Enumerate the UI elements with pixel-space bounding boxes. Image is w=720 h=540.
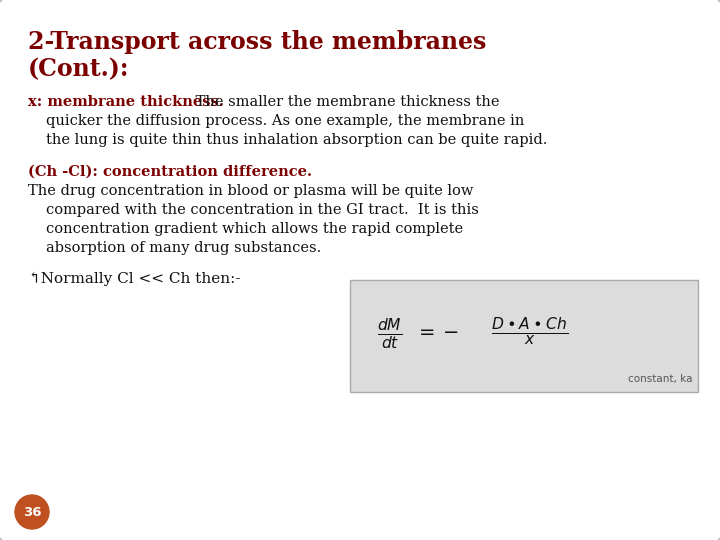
Text: The smaller the membrane thickness the: The smaller the membrane thickness the bbox=[191, 95, 500, 109]
Text: (Cont.):: (Cont.): bbox=[28, 57, 130, 81]
Text: x: membrane thickness.: x: membrane thickness. bbox=[28, 95, 224, 109]
Text: concentration gradient which allows the rapid complete: concentration gradient which allows the … bbox=[46, 222, 463, 236]
Text: ↰Normally Cl << Ch then:-: ↰Normally Cl << Ch then:- bbox=[28, 272, 240, 286]
Text: The drug concentration in blood or plasma will be quite low: The drug concentration in blood or plasm… bbox=[28, 184, 473, 198]
FancyBboxPatch shape bbox=[350, 280, 698, 392]
Text: 2-Transport across the membranes: 2-Transport across the membranes bbox=[28, 30, 487, 54]
Text: the lung is quite thin thus inhalation absorption can be quite rapid.: the lung is quite thin thus inhalation a… bbox=[46, 133, 547, 147]
Circle shape bbox=[15, 495, 49, 529]
Text: $\frac{dM}{dt}$: $\frac{dM}{dt}$ bbox=[377, 316, 402, 351]
Text: $=$: $=$ bbox=[415, 321, 435, 340]
Text: (Ch -Cl): concentration difference.: (Ch -Cl): concentration difference. bbox=[28, 165, 312, 179]
Text: constant, ka: constant, ka bbox=[628, 374, 692, 384]
Text: absorption of many drug substances.: absorption of many drug substances. bbox=[46, 241, 321, 255]
Text: quicker the diffusion process. As one example, the membrane in: quicker the diffusion process. As one ex… bbox=[46, 114, 524, 128]
Text: compared with the concentration in the GI tract.  It is this: compared with the concentration in the G… bbox=[46, 203, 479, 217]
Text: 36: 36 bbox=[23, 505, 41, 518]
Text: $-$: $-$ bbox=[442, 321, 458, 340]
Text: $\frac{D \bullet A \bullet Ch}{x}$: $\frac{D \bullet A \bullet Ch}{x}$ bbox=[492, 316, 569, 348]
